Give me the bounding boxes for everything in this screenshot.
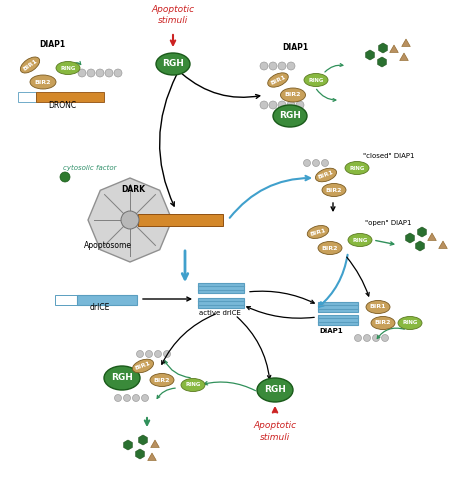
FancyBboxPatch shape — [198, 283, 244, 293]
Circle shape — [137, 350, 144, 358]
Circle shape — [321, 159, 328, 166]
Text: BIR2: BIR2 — [326, 187, 342, 192]
Text: RGH: RGH — [111, 373, 133, 382]
Ellipse shape — [132, 359, 154, 373]
Bar — [36, 92, 104, 102]
Text: RING: RING — [402, 320, 418, 326]
Text: DARK: DARK — [121, 185, 145, 194]
Circle shape — [124, 395, 130, 401]
Text: RING: RING — [308, 78, 324, 83]
Text: Apoptosome: Apoptosome — [84, 241, 132, 250]
Ellipse shape — [104, 366, 140, 390]
Circle shape — [121, 211, 139, 229]
Bar — [18, 92, 36, 102]
Ellipse shape — [348, 234, 372, 246]
Text: DRONC: DRONC — [48, 101, 76, 110]
Circle shape — [105, 69, 113, 77]
Bar — [55, 295, 77, 305]
Text: RING: RING — [60, 65, 76, 70]
Text: BIR1: BIR1 — [22, 58, 38, 72]
Text: BIR1: BIR1 — [318, 170, 335, 180]
Circle shape — [133, 395, 139, 401]
Text: stimuli: stimuli — [158, 16, 188, 25]
Circle shape — [382, 335, 389, 341]
Text: BIR2: BIR2 — [285, 92, 301, 97]
Ellipse shape — [150, 373, 174, 387]
Circle shape — [296, 101, 304, 109]
Ellipse shape — [398, 316, 422, 330]
Circle shape — [260, 62, 268, 70]
Ellipse shape — [56, 62, 80, 74]
Text: DIAP1: DIAP1 — [282, 43, 308, 52]
Ellipse shape — [304, 73, 328, 87]
Ellipse shape — [281, 88, 306, 102]
Text: RING: RING — [352, 238, 368, 243]
Circle shape — [164, 350, 171, 358]
Circle shape — [269, 62, 277, 70]
FancyBboxPatch shape — [318, 315, 358, 325]
Circle shape — [355, 335, 362, 341]
Ellipse shape — [345, 161, 369, 175]
Text: "open" DIAP1: "open" DIAP1 — [365, 220, 411, 226]
Circle shape — [269, 101, 277, 109]
Ellipse shape — [307, 225, 329, 239]
Ellipse shape — [322, 184, 346, 196]
Text: RING: RING — [349, 165, 365, 171]
Text: RGH: RGH — [264, 386, 286, 395]
Text: DIAP1: DIAP1 — [319, 328, 343, 334]
Text: BIR2: BIR2 — [375, 320, 391, 326]
Text: BIR1: BIR1 — [269, 74, 287, 86]
Ellipse shape — [257, 378, 293, 402]
Ellipse shape — [318, 242, 342, 254]
Text: cytosolic factor: cytosolic factor — [63, 165, 117, 171]
Text: RING: RING — [185, 382, 201, 388]
FancyBboxPatch shape — [77, 295, 137, 305]
Circle shape — [373, 335, 380, 341]
Text: BIR2: BIR2 — [154, 377, 170, 382]
Circle shape — [87, 69, 95, 77]
Text: BIR1: BIR1 — [310, 227, 327, 237]
Circle shape — [60, 172, 70, 182]
Ellipse shape — [316, 168, 337, 182]
Circle shape — [278, 101, 286, 109]
Circle shape — [96, 69, 104, 77]
Circle shape — [260, 101, 268, 109]
Text: stimuli: stimuli — [260, 433, 290, 442]
Circle shape — [155, 350, 162, 358]
Ellipse shape — [268, 73, 288, 87]
FancyBboxPatch shape — [198, 298, 244, 308]
Text: BIR1: BIR1 — [135, 361, 152, 371]
Text: "closed" DIAP1: "closed" DIAP1 — [363, 153, 414, 159]
Ellipse shape — [273, 105, 307, 127]
Text: RGH: RGH — [279, 112, 301, 121]
Circle shape — [114, 69, 122, 77]
Circle shape — [78, 69, 86, 77]
Text: DIAP1: DIAP1 — [39, 40, 65, 49]
Circle shape — [303, 159, 310, 166]
Ellipse shape — [30, 75, 56, 89]
Bar — [138, 214, 223, 226]
Text: BIR2: BIR2 — [322, 246, 338, 250]
Text: BIR1: BIR1 — [370, 305, 386, 309]
Ellipse shape — [366, 301, 390, 313]
Circle shape — [115, 395, 121, 401]
Ellipse shape — [156, 53, 190, 75]
Circle shape — [278, 62, 286, 70]
Ellipse shape — [371, 316, 395, 330]
Text: Apoptotic: Apoptotic — [254, 421, 297, 430]
Ellipse shape — [181, 378, 205, 392]
Circle shape — [287, 101, 295, 109]
Circle shape — [312, 159, 319, 166]
Text: drICE: drICE — [90, 303, 110, 312]
Text: BIR2: BIR2 — [35, 80, 51, 85]
Circle shape — [287, 62, 295, 70]
Text: RGH: RGH — [162, 60, 184, 68]
Ellipse shape — [20, 57, 40, 73]
Circle shape — [364, 335, 371, 341]
Text: active drICE: active drICE — [199, 310, 241, 316]
Circle shape — [146, 350, 153, 358]
FancyBboxPatch shape — [318, 302, 358, 312]
Text: Apoptotic: Apoptotic — [151, 5, 194, 14]
Circle shape — [142, 395, 148, 401]
